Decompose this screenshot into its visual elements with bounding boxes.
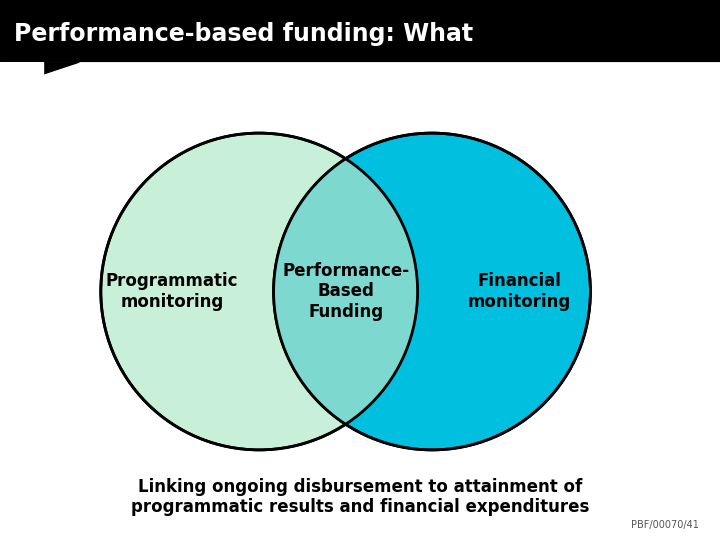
Text: Linking ongoing disbursement to attainment of
programmatic results and financial: Linking ongoing disbursement to attainme… [131,477,589,516]
Ellipse shape [101,133,418,450]
Text: Performance-
Based
Funding: Performance- Based Funding [282,262,409,321]
Text: Financial
monitoring: Financial monitoring [467,272,571,311]
Text: Performance-based funding: What: Performance-based funding: What [14,22,474,46]
Bar [0,62,43,91]
Polygon shape [0,62,79,89]
Text: PBF/00070/41: PBF/00070/41 [631,521,698,530]
Ellipse shape [274,133,590,450]
Circle shape [0,33,43,91]
Text: Programmatic
monitoring: Programmatic monitoring [106,272,238,311]
FancyBboxPatch shape [0,62,720,540]
Ellipse shape [101,133,418,450]
